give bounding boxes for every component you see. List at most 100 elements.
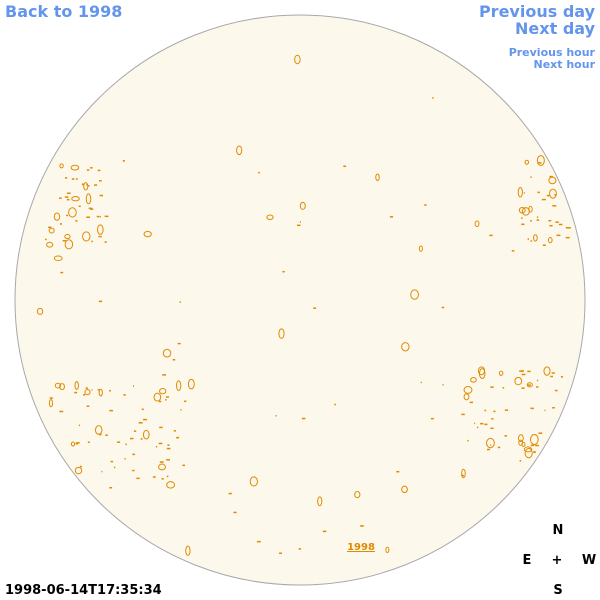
magnetic-spot [97,224,104,235]
magnetic-spot [98,300,103,303]
magnetic-spot [442,383,444,386]
magnetic-spot [86,169,90,171]
magnetic-spot [490,444,492,446]
magnetic-spot [418,245,423,252]
previous-hour-link[interactable]: Previous hour [509,46,596,59]
magnetic-spot [59,197,62,199]
magnetic-spot [313,307,317,309]
magnetic-spot [158,463,166,471]
magnetic-spot [125,443,127,446]
magnetic-spot [161,478,164,480]
back-link[interactable]: Back to 1998 [5,2,122,21]
magnetic-spot [533,234,538,242]
magnetic-spot [76,442,80,444]
magnetic-spot [461,474,464,477]
magnetic-spot [555,221,559,223]
magnetic-spot [535,444,539,447]
magnetic-spot [385,546,390,554]
next-hour-link[interactable]: Next hour [534,58,596,71]
magnetic-spot [536,216,539,218]
magnetic-spot [502,387,505,389]
magnetic-spot [74,381,79,390]
solar-disk [14,14,586,586]
next-day-link[interactable]: Next day [515,19,596,38]
magnetic-spot [521,373,526,376]
magnetic-spot [48,398,54,408]
magnetic-spot [109,389,111,392]
magnetic-spot [165,396,169,398]
magnetic-spot [478,368,486,379]
magnetic-spot [282,270,285,273]
magnetic-spot [474,422,476,425]
magnetic-spot [136,477,140,480]
magnetic-spot [486,437,495,449]
magnetic-spot [401,342,410,352]
magnetic-spot [64,234,71,240]
magnetic-spot [59,223,63,225]
magnetic-spot [122,160,125,162]
magnetic-spot [162,348,172,358]
magnetic-spot [432,97,434,99]
magnetic-spot [143,230,152,238]
year-link[interactable]: 1998 [347,542,375,553]
magnetic-spot [88,207,93,210]
magnetic-spot [484,423,488,426]
magnetic-spot [504,435,508,437]
magnetic-spot [527,384,531,386]
magnetic-spot [549,175,553,178]
magnetic-spot [74,391,78,394]
magnetic-spot [469,401,473,404]
magnetic-spot [141,408,144,411]
magnetic-spot [85,193,92,205]
magnetic-spot [249,476,258,487]
magnetic-spot [424,204,427,206]
magnetic-spot [519,460,522,462]
magnetic-spot [543,366,551,376]
magnetic-spot [59,410,64,413]
magnetic-spot [275,415,277,417]
magnetic-spot [467,439,469,442]
magnetic-spot [117,441,121,443]
magnetic-spot [354,491,361,499]
magnetic-spot [66,198,70,201]
magnetic-spot [463,393,470,401]
previous-day-link[interactable]: Previous day [479,2,596,21]
magnetic-spot [521,223,525,226]
magnetic-spot [54,382,62,389]
magnetic-spot [521,370,525,372]
magnetic-spot [301,417,306,420]
magnetic-spot [71,196,80,202]
magnetic-spot [71,178,75,180]
magnetic-spot [109,486,113,489]
timestamp: 1998-06-14T17:35:34 [5,583,162,598]
magnetic-spot [236,145,243,156]
magnetic-spot [278,328,285,339]
magnetic-spot [470,376,477,383]
magnetic-spot [78,205,81,208]
magnetic-spot [565,227,569,229]
magnetic-spot [548,219,552,222]
magnetic-spot [132,453,136,456]
magnetic-spot [99,433,102,436]
magnetic-spot [153,392,162,402]
magnetic-spot [142,429,150,440]
magnetic-spot [389,216,394,218]
magnetic-spot [536,155,545,166]
magnetic-spot [554,194,556,196]
magnetic-spot [98,235,102,238]
magnetic-spot [489,234,493,237]
magnetic-spot [322,530,327,533]
magnetic-spot [527,370,531,373]
magnetic-spot [97,169,101,172]
magnetic-spot [109,409,113,412]
magnetic-spot [547,237,553,244]
magnetic-spot [536,386,539,388]
magnetic-spot [474,220,480,227]
magnetic-spot [166,459,171,461]
magnetic-spot [490,386,494,388]
magnetic-spot [74,466,83,475]
magnetic-spot [298,548,302,550]
magnetic-spot [87,441,90,443]
magnetic-spot [155,445,158,448]
compass-east: E [523,553,532,568]
